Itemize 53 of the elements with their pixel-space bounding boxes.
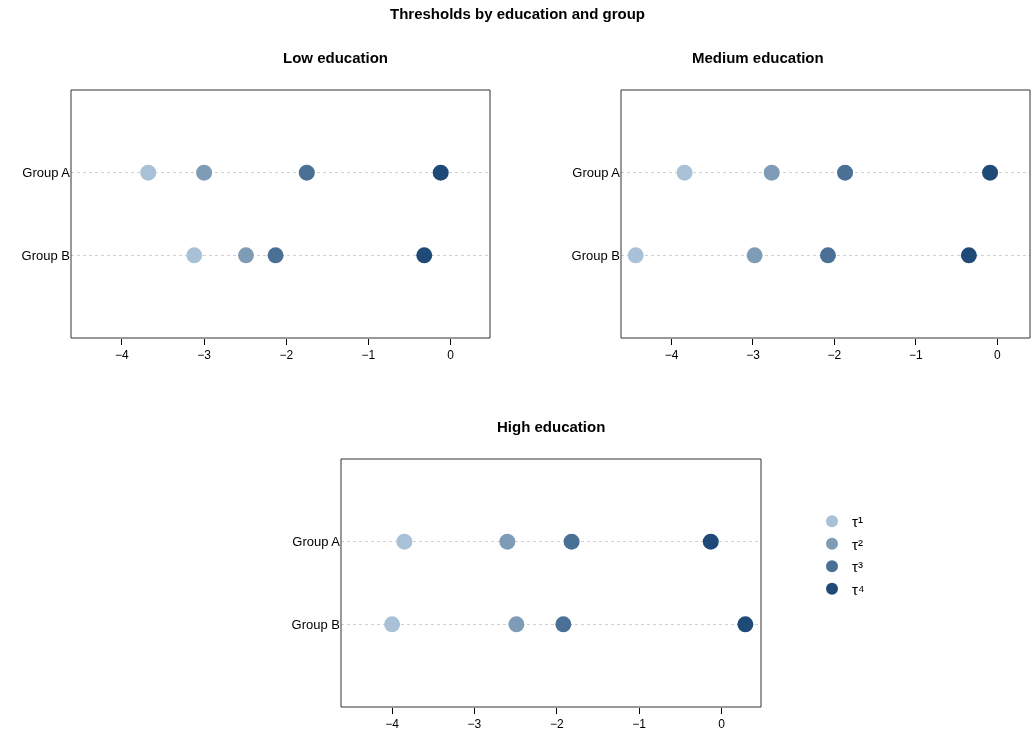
x-tick-label: −3 <box>197 348 212 363</box>
point <box>555 616 572 633</box>
x-tick-label: −1 <box>361 348 376 363</box>
y-tick-label: Group B <box>291 616 340 632</box>
point <box>384 616 401 633</box>
point <box>819 247 836 264</box>
point <box>960 247 977 264</box>
y-tick-label: Group B <box>571 247 620 263</box>
point <box>737 616 754 633</box>
point <box>238 247 254 264</box>
point <box>746 247 763 264</box>
chart-title: Medium education <box>692 49 824 66</box>
x-tick-label: 0 <box>994 348 1002 363</box>
y-tick-label: Group A <box>292 534 341 550</box>
point <box>763 164 780 181</box>
legend-label: τ³ <box>852 558 863 576</box>
point <box>563 533 580 550</box>
point <box>432 164 449 181</box>
point <box>676 164 693 181</box>
point <box>267 247 284 264</box>
x-tick-label: −3 <box>467 717 482 732</box>
chart-title: Low education <box>283 49 388 66</box>
point <box>196 164 213 181</box>
legend-label: τ¹ <box>852 513 863 531</box>
x-tick-label: −2 <box>827 348 842 363</box>
y-tick-label: Group A <box>572 165 621 181</box>
point <box>416 247 433 264</box>
point <box>186 247 203 264</box>
point <box>140 164 157 181</box>
x-tick-label: −1 <box>909 348 924 363</box>
y-tick-label: Group B <box>21 247 70 263</box>
point <box>499 533 516 550</box>
legend-label: τ² <box>852 535 863 553</box>
x-tick-label: −4 <box>115 348 130 363</box>
y-tick-label: Group A <box>22 165 71 181</box>
x-tick-label: 0 <box>718 717 726 732</box>
x-tick-label: −1 <box>632 717 647 732</box>
text: Thresholds by education and group <box>390 5 646 22</box>
chart-title: High education <box>497 418 606 435</box>
x-tick-label: −3 <box>746 348 761 363</box>
x-tick-label: −2 <box>549 717 564 732</box>
point <box>627 247 644 264</box>
x-tick-label: −4 <box>664 348 679 363</box>
point <box>837 164 854 181</box>
point <box>298 164 315 181</box>
point <box>982 164 999 181</box>
point <box>396 533 413 550</box>
point <box>508 616 525 633</box>
x-tick-label: 0 <box>447 348 455 363</box>
point <box>702 533 719 550</box>
x-tick-label: −2 <box>279 348 294 363</box>
legend-label: τ⁴ <box>852 580 865 598</box>
x-tick-label: −4 <box>385 717 400 732</box>
